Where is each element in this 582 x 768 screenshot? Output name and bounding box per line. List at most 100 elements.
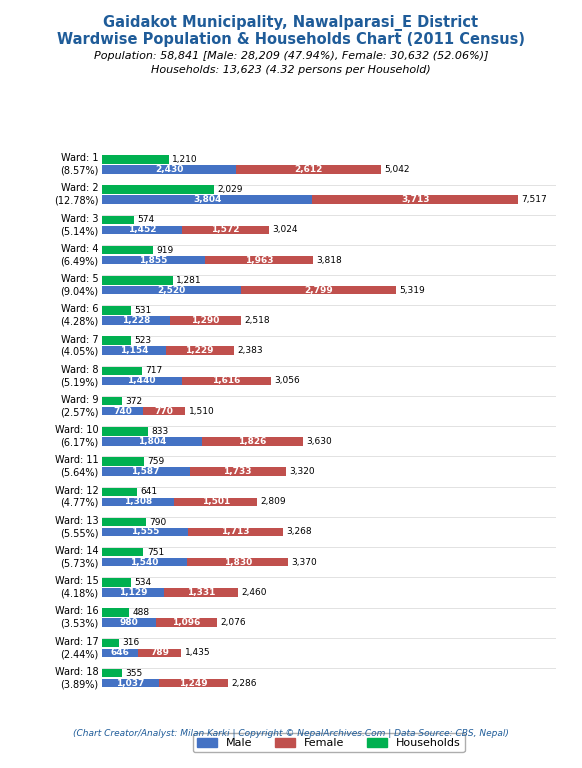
Text: 1,154: 1,154 [119, 346, 148, 355]
Text: Wardwise Population & Households Chart (2011 Census): Wardwise Population & Households Chart (… [57, 32, 525, 48]
Bar [102, 468, 190, 476]
Text: 1,229: 1,229 [186, 346, 214, 355]
Bar [102, 316, 170, 325]
Text: 641: 641 [141, 488, 158, 496]
Bar [102, 346, 166, 355]
Text: 1,096: 1,096 [172, 618, 201, 627]
Bar [102, 407, 143, 415]
Bar [164, 588, 238, 597]
Bar [174, 498, 257, 506]
Text: 1,037: 1,037 [116, 679, 145, 687]
Bar [102, 578, 132, 587]
Text: 3,370: 3,370 [292, 558, 318, 567]
Bar [102, 458, 144, 466]
Text: 1,501: 1,501 [202, 498, 230, 506]
Bar [102, 588, 164, 597]
Bar [182, 226, 269, 234]
Bar [170, 316, 242, 325]
Text: 1,210: 1,210 [172, 155, 198, 164]
Text: 3,320: 3,320 [289, 467, 315, 476]
Text: Ward: 4
(6.49%): Ward: 4 (6.49%) [61, 244, 98, 266]
Bar [102, 528, 188, 536]
Text: 717: 717 [145, 366, 162, 376]
Bar [187, 558, 289, 567]
Text: Ward: 13
(5.55%): Ward: 13 (5.55%) [55, 516, 98, 538]
Bar [102, 488, 137, 496]
Bar [102, 226, 182, 234]
Bar [102, 366, 141, 376]
Bar [102, 558, 187, 567]
Text: 1,129: 1,129 [119, 588, 147, 597]
Text: 2,460: 2,460 [242, 588, 267, 597]
Text: 1,855: 1,855 [139, 256, 168, 264]
Text: 3,024: 3,024 [272, 225, 298, 234]
Text: 1,587: 1,587 [132, 467, 160, 476]
Text: 1,290: 1,290 [191, 316, 220, 325]
Bar [102, 376, 182, 385]
Text: 531: 531 [134, 306, 152, 315]
Text: 3,630: 3,630 [306, 437, 332, 446]
Text: Gaidakot Municipality, Nawalparasi_E District: Gaidakot Municipality, Nawalparasi_E Dis… [104, 15, 478, 31]
Text: Ward: 14
(5.73%): Ward: 14 (5.73%) [55, 546, 98, 568]
Bar [102, 155, 169, 164]
Text: 1,308: 1,308 [124, 498, 152, 506]
Bar [102, 618, 156, 627]
Bar [102, 336, 131, 345]
Text: 1,733: 1,733 [223, 467, 252, 476]
Text: Households: 13,623 (4.32 persons per Household): Households: 13,623 (4.32 persons per Hou… [151, 65, 431, 74]
Text: Ward: 17
(2.44%): Ward: 17 (2.44%) [55, 637, 98, 659]
Text: Ward: 1
(8.57%): Ward: 1 (8.57%) [60, 153, 98, 176]
Text: 2,430: 2,430 [155, 165, 183, 174]
Text: 2,383: 2,383 [237, 346, 262, 355]
Text: Ward: 3
(5.14%): Ward: 3 (5.14%) [61, 214, 98, 236]
Bar [102, 165, 236, 174]
Text: 646: 646 [111, 648, 129, 657]
Text: 3,268: 3,268 [286, 528, 312, 537]
Text: Ward: 10
(6.17%): Ward: 10 (6.17%) [55, 425, 98, 448]
Text: 523: 523 [134, 336, 151, 346]
Text: 1,540: 1,540 [130, 558, 159, 567]
Text: 1,804: 1,804 [137, 437, 166, 446]
Text: Ward: 6
(4.28%): Ward: 6 (4.28%) [61, 304, 98, 326]
Bar [102, 649, 137, 657]
Bar [102, 306, 132, 315]
Bar [102, 256, 204, 264]
Text: 534: 534 [135, 578, 152, 587]
Text: 3,818: 3,818 [317, 256, 342, 264]
Text: 1,826: 1,826 [238, 437, 267, 446]
Text: Ward: 15
(4.18%): Ward: 15 (4.18%) [55, 576, 98, 598]
Text: 2,799: 2,799 [304, 286, 333, 295]
Text: Ward: 8
(5.19%): Ward: 8 (5.19%) [61, 365, 98, 387]
Bar [102, 195, 313, 204]
Bar [159, 679, 228, 687]
Bar [102, 518, 146, 526]
Bar [156, 618, 217, 627]
Text: Ward: 18
(3.89%): Ward: 18 (3.89%) [55, 667, 98, 690]
Bar [102, 608, 129, 617]
Bar [190, 468, 286, 476]
Text: 1,555: 1,555 [131, 528, 159, 537]
Bar [102, 639, 119, 647]
Text: 759: 759 [147, 457, 165, 466]
Text: 790: 790 [149, 518, 166, 527]
Bar [102, 397, 122, 406]
Bar [102, 185, 214, 194]
Bar [236, 165, 381, 174]
Text: 1,713: 1,713 [221, 528, 250, 537]
Text: 980: 980 [120, 618, 139, 627]
Text: 2,286: 2,286 [232, 679, 257, 687]
Bar [202, 437, 303, 445]
Text: 789: 789 [150, 648, 169, 657]
Bar [166, 346, 234, 355]
Text: 770: 770 [155, 406, 173, 415]
Text: Ward: 5
(9.04%): Ward: 5 (9.04%) [61, 274, 98, 296]
Text: 2,809: 2,809 [261, 498, 286, 506]
Text: 2,518: 2,518 [244, 316, 270, 325]
Text: 5,319: 5,319 [400, 286, 425, 295]
Text: 3,713: 3,713 [401, 195, 430, 204]
Bar [102, 427, 148, 435]
Text: Ward: 11
(5.64%): Ward: 11 (5.64%) [55, 455, 98, 478]
Text: Ward: 16
(3.53%): Ward: 16 (3.53%) [55, 607, 98, 629]
Bar [102, 669, 122, 677]
Bar [102, 246, 152, 254]
